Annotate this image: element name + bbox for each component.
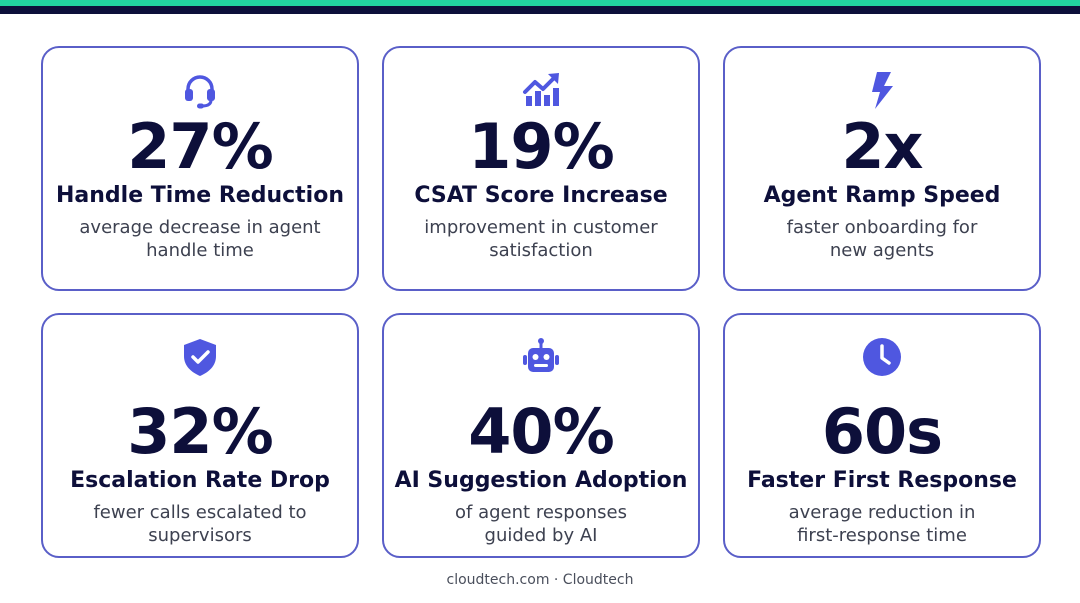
stat-description: improvement in customer satisfaction	[416, 216, 666, 262]
stat-description-line: fewer calls escalated to	[93, 502, 307, 523]
top-banner-bar	[0, 0, 1080, 14]
stat-card-csat: 19% CSAT Score Increase improvement in c…	[382, 46, 700, 291]
stat-value: 27%	[127, 110, 273, 183]
trending-chart-icon	[521, 68, 561, 112]
footer-credit: cloudtech.com · Cloudtech	[446, 572, 634, 588]
stat-description-line: handle time	[146, 240, 254, 261]
stat-card-handle-time: 27% Handle Time Reduction average decrea…	[41, 46, 359, 291]
stat-card-first-response: 60s Faster First Response average reduct…	[723, 313, 1041, 558]
stat-value: 2x	[841, 110, 923, 183]
headset-icon	[180, 68, 220, 112]
stat-card-ai-adoption: 40% AI Suggestion Adoption of agent resp…	[382, 313, 700, 558]
lightning-bolt-icon	[862, 68, 902, 112]
stat-description: of agent responses guided by AI	[416, 501, 666, 547]
stat-description-line: average decrease in agent	[79, 217, 321, 238]
stat-title: CSAT Score Increase	[414, 183, 668, 208]
stat-value: 40%	[468, 395, 614, 468]
stat-title: Agent Ramp Speed	[763, 183, 1001, 208]
stat-title: Faster First Response	[747, 468, 1017, 493]
stat-title: Handle Time Reduction	[56, 183, 344, 208]
stat-description: average reduction in first-response time	[757, 501, 1007, 547]
stat-description-line: first-response time	[797, 525, 967, 546]
stat-description-line: faster onboarding for	[786, 217, 978, 238]
top-accent-stripe	[0, 0, 1080, 6]
clock-icon	[862, 335, 902, 379]
stat-description-line: new agents	[829, 240, 935, 261]
stat-description: faster onboarding for new agents	[757, 216, 1007, 262]
stat-title: AI Suggestion Adoption	[394, 468, 688, 493]
stat-value: 60s	[821, 395, 943, 468]
stat-description-line: supervisors	[148, 525, 252, 546]
stat-value: 32%	[127, 395, 273, 468]
stats-grid: 27% Handle Time Reduction average decrea…	[41, 46, 1041, 558]
shield-check-icon	[180, 335, 220, 379]
stat-card-escalation: 32% Escalation Rate Drop fewer calls esc…	[41, 313, 359, 558]
stat-description-line: average reduction in	[788, 502, 976, 523]
stat-description-line: satisfaction	[489, 240, 593, 261]
stat-description-line: of agent responses	[455, 502, 627, 523]
stat-description-line: guided by AI	[484, 525, 598, 546]
stat-description: fewer calls escalated to supervisors	[75, 501, 325, 547]
stat-description-line: improvement in customer	[424, 217, 658, 238]
stat-title: Escalation Rate Drop	[70, 468, 330, 493]
stat-description: average decrease in agent handle time	[75, 216, 325, 262]
stat-card-ramp-speed: 2x Agent Ramp Speed faster onboarding fo…	[723, 46, 1041, 291]
robot-icon	[521, 335, 561, 379]
stat-value: 19%	[468, 110, 614, 183]
